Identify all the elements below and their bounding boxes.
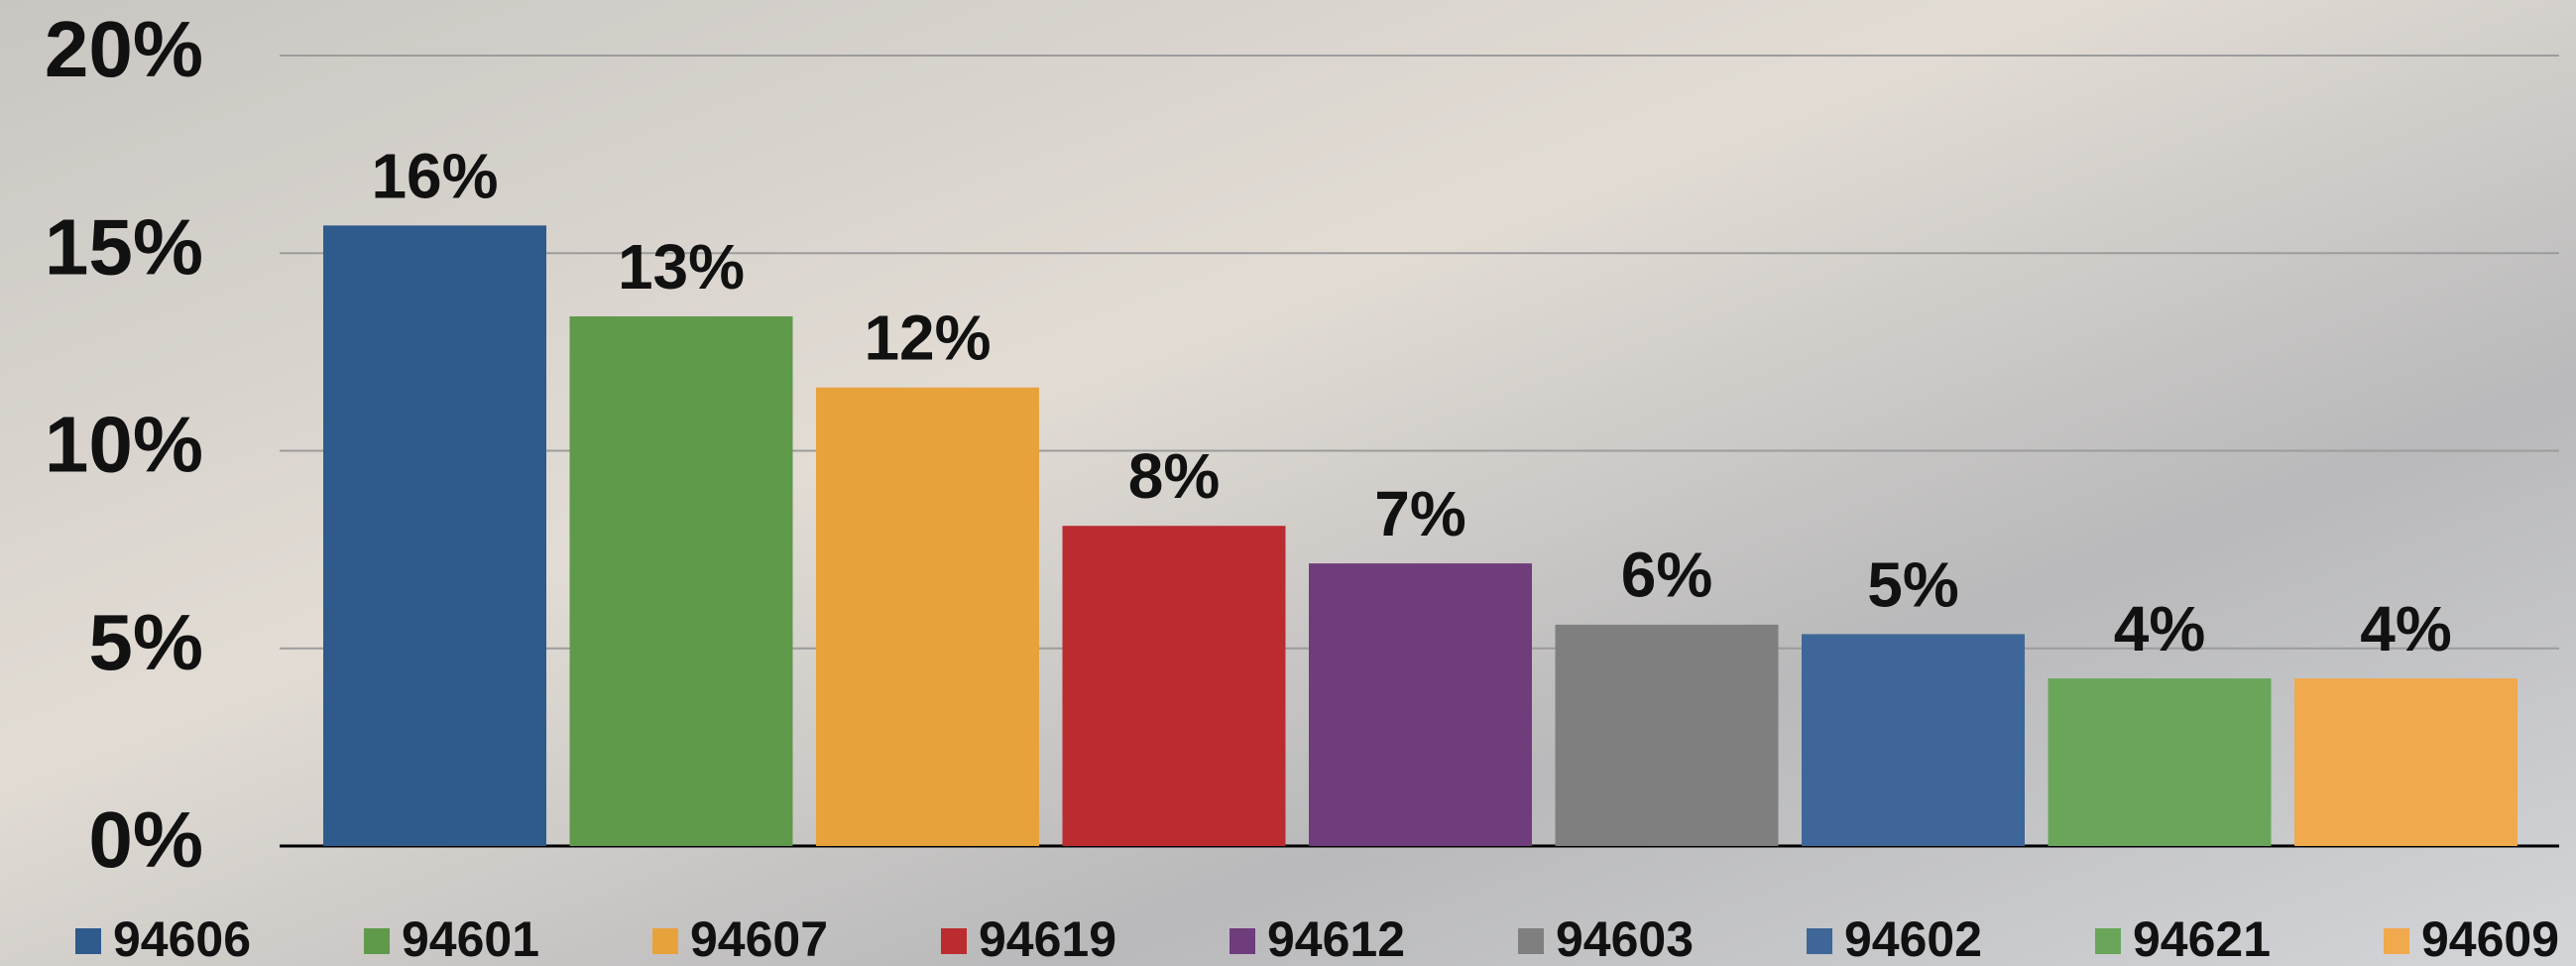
legend-label: 94606: [113, 911, 251, 966]
value-label: 7%: [1374, 478, 1466, 549]
legend-swatch: [2095, 928, 2121, 954]
legend-swatch: [2384, 928, 2409, 954]
legend-swatch: [941, 928, 967, 954]
legend-label: 94621: [2133, 911, 2271, 966]
y-tick-label: 0%: [88, 795, 203, 884]
legend-label: 94612: [1267, 911, 1405, 966]
legend-swatch: [1518, 928, 1544, 954]
legend-swatch: [1229, 928, 1255, 954]
bar: [1063, 526, 1286, 846]
bar: [570, 316, 793, 846]
legend-label: 94601: [402, 911, 539, 966]
legend-label: 94602: [1844, 911, 1982, 966]
value-label: 5%: [1867, 548, 1959, 620]
bar: [2049, 678, 2272, 846]
value-label: 16%: [371, 140, 498, 211]
value-label: 4%: [2360, 593, 2452, 664]
y-tick-label: 10%: [45, 401, 203, 489]
bar: [2294, 678, 2517, 846]
legend-label: 94607: [690, 911, 828, 966]
y-tick-label: 15%: [45, 202, 203, 291]
legend-swatch: [652, 928, 678, 954]
value-label: 6%: [1621, 540, 1713, 611]
bar: [1802, 634, 2025, 846]
value-label: 13%: [618, 231, 745, 302]
y-tick-label: 20%: [45, 5, 203, 93]
page: 0% 5% 10% 15% 20% 16% 94606 13% 94601 12% 94607 8% 9…: [0, 0, 2576, 966]
legend-swatch: [1807, 928, 1832, 954]
bar: [1556, 625, 1779, 846]
value-label: 8%: [1128, 440, 1221, 512]
value-label: 12%: [864, 302, 991, 374]
legend-swatch: [364, 928, 390, 954]
y-tick-label: 5%: [88, 598, 203, 686]
legend-label: 94603: [1556, 911, 1694, 966]
bar: [816, 388, 1039, 846]
legend-swatch: [75, 928, 101, 954]
chart: 0% 5% 10% 15% 20% 16% 94606 13% 94601 12% 94607 8% 9…: [0, 0, 2576, 966]
bar: [1309, 563, 1532, 846]
bar: [323, 225, 546, 846]
value-label: 4%: [2114, 593, 2206, 664]
legend-label: 94609: [2421, 911, 2559, 966]
legend-label: 94619: [979, 911, 1116, 966]
